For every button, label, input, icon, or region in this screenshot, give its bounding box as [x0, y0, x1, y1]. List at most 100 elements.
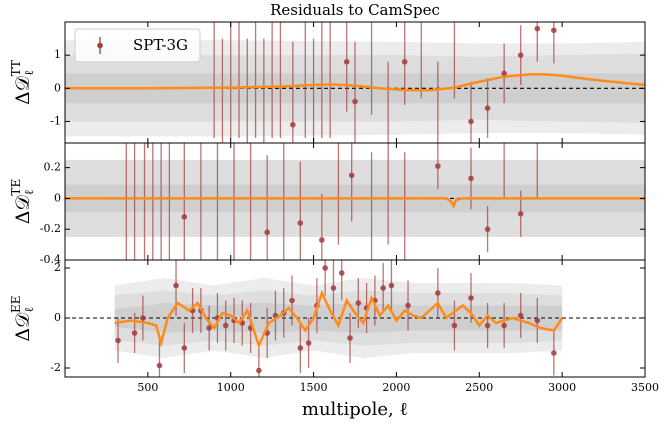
- data-point: [352, 98, 358, 105]
- data-point: [215, 273, 221, 279]
- data-point: [401, 58, 408, 65]
- data-point: [248, 273, 254, 279]
- legend-label: SPT-3G: [133, 36, 188, 54]
- data-point: [551, 27, 557, 34]
- data-point: [452, 13, 458, 19]
- data-point: [402, 273, 408, 279]
- data-point: [256, 367, 262, 374]
- data-point: [551, 350, 557, 356]
- data-point: [380, 285, 386, 291]
- data-point: [330, 285, 337, 291]
- data-point: [468, 175, 474, 182]
- y-tick-label: -2: [50, 361, 61, 374]
- data-point: [343, 58, 350, 65]
- data-point: [253, 3, 259, 9]
- model-line: [65, 73, 645, 92]
- data-point: [228, 3, 234, 9]
- model-line: [65, 197, 645, 210]
- data-point: [131, 330, 138, 336]
- y-axis-label: Δ𝒟ℓTE: [9, 179, 36, 224]
- y-label-sup: TE: [9, 179, 23, 196]
- data-point: [484, 105, 491, 111]
- data-point: [468, 295, 474, 301]
- x-tick-label: 3500: [631, 381, 659, 394]
- data-point: [173, 282, 179, 289]
- data-point: [534, 317, 541, 324]
- y-tick-label: -0.2: [40, 222, 61, 235]
- data-point: [206, 325, 212, 331]
- data-point: [501, 322, 507, 329]
- data-point: [355, 300, 362, 306]
- data-point: [501, 70, 507, 77]
- x-tick-label: 500: [137, 381, 158, 394]
- x-axis-label: multipole, ℓ: [302, 399, 408, 420]
- y-tick-label: 0: [54, 191, 61, 204]
- data-point: [211, 3, 217, 9]
- model-line: [114, 289, 564, 349]
- y-label-main: Δ𝒟: [12, 194, 34, 224]
- x-tick-label: 3000: [548, 381, 576, 394]
- x-tick-label: 2500: [465, 381, 493, 394]
- plot-area: [65, 260, 645, 377]
- data-point: [181, 345, 188, 351]
- data-point: [290, 121, 296, 128]
- data-point: [236, 3, 242, 9]
- x-tick-label: 1500: [300, 381, 328, 394]
- y-axis-label: Δ𝒟ℓTT: [9, 60, 36, 105]
- data-point: [297, 345, 304, 351]
- data-point: [156, 362, 163, 369]
- y-label-sup: TT: [9, 60, 23, 76]
- y-tick-label: -0.4: [40, 253, 61, 266]
- x-tick-label: 1000: [217, 381, 245, 394]
- data-point: [534, 25, 541, 32]
- data-point: [150, 273, 156, 279]
- data-point: [167, 273, 173, 279]
- y-label-main: Δ𝒟: [12, 312, 34, 342]
- y-tick-label: 1: [54, 48, 61, 61]
- data-point: [484, 322, 491, 329]
- data-point: [348, 172, 355, 179]
- x-tick-label: 2000: [382, 381, 410, 394]
- y-tick-label: 0: [54, 311, 61, 324]
- data-point: [435, 290, 441, 296]
- data-point: [369, 273, 375, 279]
- y-tick-label: 2: [54, 261, 61, 274]
- data-point: [338, 270, 345, 276]
- data-point: [222, 322, 229, 329]
- data-point: [484, 226, 491, 233]
- y-label-sub: ℓ: [22, 70, 36, 76]
- data-point: [517, 312, 524, 319]
- legend-box: [74, 28, 201, 63]
- data-point: [264, 229, 270, 236]
- y-tick-label: -1: [50, 114, 61, 127]
- y-axis-label: Δ𝒟ℓEE: [9, 295, 36, 341]
- plot-area: [65, 143, 645, 279]
- data-point: [468, 118, 474, 125]
- data-point: [405, 302, 411, 309]
- data-point: [140, 315, 146, 321]
- legend-marker: [97, 42, 103, 49]
- y-label-sub: ℓ: [22, 307, 36, 313]
- data-point: [181, 214, 188, 220]
- y-label-main: Δ𝒟: [12, 75, 34, 105]
- data-point: [305, 340, 312, 346]
- chart-title: Residuals to CamSpec: [270, 1, 440, 19]
- y-tick-label: 0.2: [44, 161, 62, 174]
- y-label-sub: ℓ: [22, 189, 36, 195]
- plot-area: [65, 3, 645, 143]
- data-point: [132, 273, 138, 279]
- data-point: [517, 211, 524, 217]
- data-point: [451, 322, 458, 329]
- y-tick-label: 0: [54, 81, 61, 94]
- y-label-sup: EE: [9, 295, 23, 313]
- data-point: [388, 282, 395, 289]
- data-point: [115, 337, 121, 344]
- data-point: [517, 52, 524, 58]
- data-point: [347, 335, 353, 341]
- data-point: [297, 220, 304, 226]
- data-point: [319, 237, 325, 243]
- data-point: [289, 297, 295, 304]
- data-point: [435, 163, 441, 169]
- data-point: [322, 265, 328, 271]
